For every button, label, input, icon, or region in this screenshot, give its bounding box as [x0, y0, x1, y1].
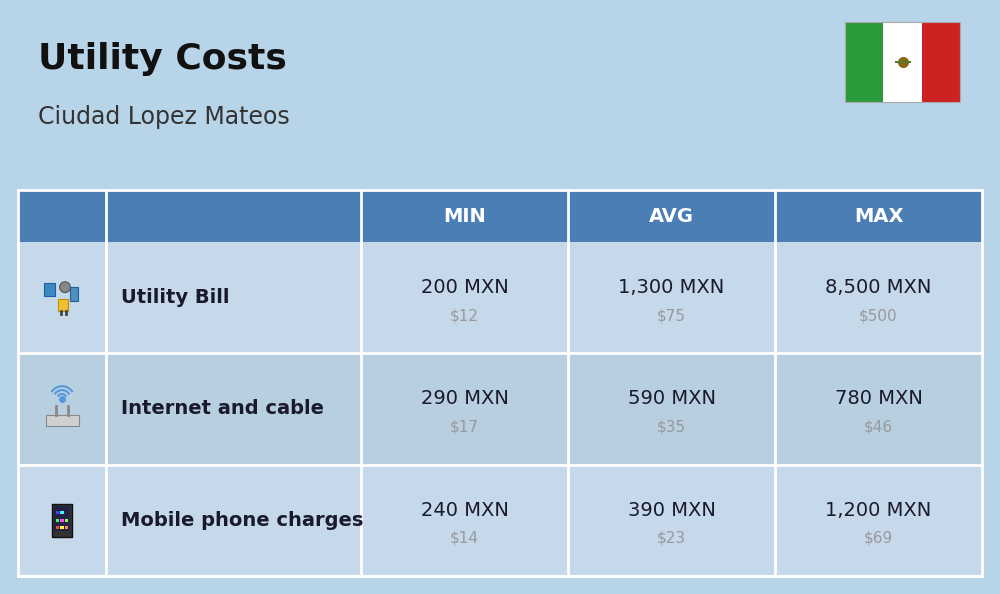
Text: 8,500 MXN: 8,500 MXN [825, 278, 932, 297]
Text: 1,200 MXN: 1,200 MXN [825, 501, 932, 520]
Bar [44, 283, 54, 296]
Text: $23: $23 [657, 531, 686, 546]
Circle shape [60, 282, 70, 293]
Text: $14: $14 [450, 531, 479, 546]
Bar [54, 505, 70, 532]
Bar [60, 526, 64, 529]
Text: Utility Costs: Utility Costs [38, 42, 287, 76]
Bar [18, 242, 982, 353]
Text: $69: $69 [864, 531, 893, 546]
Bar [56, 526, 59, 529]
Bar [60, 519, 64, 522]
Text: Mobile phone charges: Mobile phone charges [121, 511, 363, 530]
Bar [18, 465, 982, 576]
Text: MAX: MAX [854, 207, 903, 226]
Text: 780 MXN: 780 MXN [835, 390, 922, 409]
Bar [65, 526, 68, 529]
Text: 200 MXN: 200 MXN [421, 278, 508, 297]
Bar [845, 22, 960, 102]
Bar [845, 22, 883, 102]
Bar [70, 287, 78, 301]
Text: 240 MXN: 240 MXN [421, 501, 508, 520]
Bar [883, 22, 922, 102]
Bar [922, 22, 960, 102]
Text: 390 MXN: 390 MXN [628, 501, 715, 520]
Text: Ciudad Lopez Mateos: Ciudad Lopez Mateos [38, 105, 290, 129]
Bar [56, 519, 59, 522]
Bar [46, 415, 78, 425]
Text: $46: $46 [864, 419, 893, 434]
Text: 590 MXN: 590 MXN [628, 390, 716, 409]
Text: $12: $12 [450, 308, 479, 323]
Text: Internet and cable: Internet and cable [121, 400, 324, 419]
Bar [65, 519, 68, 522]
Text: $500: $500 [859, 308, 898, 323]
Bar [58, 299, 68, 311]
Text: AVG: AVG [649, 207, 694, 226]
Bar [52, 504, 72, 537]
Text: $35: $35 [657, 419, 686, 434]
Text: MIN: MIN [443, 207, 486, 226]
Bar [56, 511, 59, 514]
Text: 1,300 MXN: 1,300 MXN [618, 278, 725, 297]
Text: $75: $75 [657, 308, 686, 323]
Bar [60, 511, 64, 514]
Bar [18, 190, 982, 242]
Text: 290 MXN: 290 MXN [421, 390, 508, 409]
Bar [18, 353, 982, 465]
Text: Utility Bill: Utility Bill [121, 288, 230, 307]
Text: $17: $17 [450, 419, 479, 434]
